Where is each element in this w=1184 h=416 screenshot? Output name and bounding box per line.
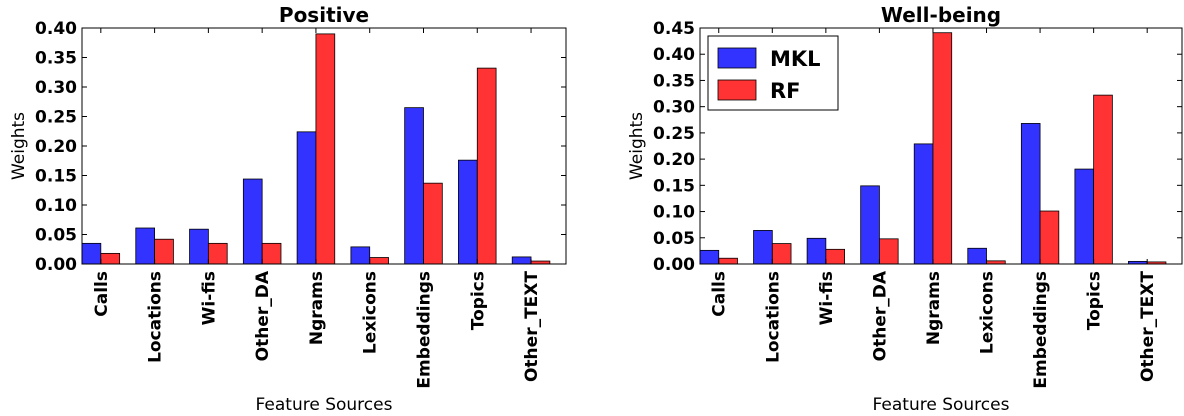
y-tick-label: 0.35 xyxy=(653,71,695,91)
y-tick-label: 0.00 xyxy=(35,255,77,275)
bar-mkl-topics xyxy=(1074,168,1095,265)
bar-mkl-wi-fis xyxy=(189,228,209,265)
x-tick-label: Topics xyxy=(468,271,488,330)
bar-rf-ngrams xyxy=(315,33,336,265)
x-axis-label: Feature Sources xyxy=(873,395,1010,415)
bar-mkl-lexicons xyxy=(967,247,987,265)
x-axis-label: Feature Sources xyxy=(256,395,393,415)
x-tick-label: Other_TEXT xyxy=(1138,271,1158,382)
bar-mkl-other-da xyxy=(242,178,263,265)
x-tick-label: Wi-fis xyxy=(199,271,219,325)
y-axis-label: Weights xyxy=(627,112,647,180)
y-axis-label: Weights xyxy=(9,112,29,180)
bar-mkl-locations xyxy=(135,227,155,265)
legend-label-mkl: MKL xyxy=(770,47,821,71)
y-tick-label: 0.00 xyxy=(653,255,695,275)
x-tick-label: Calls xyxy=(92,271,112,317)
chart-title: Positive xyxy=(279,3,369,27)
bar-rf-wi-fis xyxy=(207,242,228,265)
legend: MKL RF xyxy=(707,35,839,111)
legend-swatch-mkl xyxy=(717,47,757,69)
bar-mkl-ngrams xyxy=(296,131,317,265)
y-tick-label: 0.20 xyxy=(35,137,77,157)
x-tick-label: Ngrams xyxy=(307,271,327,345)
x-tick-label: Locations xyxy=(763,271,783,363)
y-tick-label: 0.40 xyxy=(35,19,77,39)
x-tick-label: Calls xyxy=(710,271,730,317)
y-tick-label: 0.25 xyxy=(653,124,695,144)
bar-mkl-wi-fis xyxy=(806,237,827,265)
bar-mkl-ngrams xyxy=(913,143,934,265)
bar-mkl-lexicons xyxy=(350,246,371,265)
x-tick-label: Other_DA xyxy=(870,270,890,361)
x-tick-label: Other_TEXT xyxy=(522,271,542,382)
chart-title: Well-being xyxy=(881,3,1001,27)
bar-rf-locations xyxy=(154,238,174,265)
y-tick-label: 0.25 xyxy=(35,108,77,128)
chart-panel-2: 0.00 0.05 0.10 0.15 0.20 0.25 0.30 0.35 0.40 0.45… xyxy=(627,3,1183,415)
y-tick-label: 0.20 xyxy=(653,150,695,170)
bar-rf-topics xyxy=(476,67,497,265)
bar-mkl-calls xyxy=(699,249,720,265)
y-tick-label: 0.35 xyxy=(35,49,77,69)
bar-mkl-other-text xyxy=(511,256,532,265)
x-tick-label: Embeddings xyxy=(1031,271,1051,389)
legend-swatch-rf xyxy=(717,79,757,101)
bar-rf-locations xyxy=(771,243,792,265)
x-tick-label: Wi-fis xyxy=(817,271,837,325)
y-tick-label: 0.10 xyxy=(653,203,695,223)
bar-rf-other-da xyxy=(879,238,899,265)
bar-rf-wi-fis xyxy=(825,248,845,265)
y-tick-label: 0.15 xyxy=(653,176,695,196)
y-tick-label: 0.10 xyxy=(35,196,77,216)
x-tick-label: Topics xyxy=(1085,271,1105,330)
y-tick-label: 0.45 xyxy=(653,19,695,39)
x-tick-label: Embeddings xyxy=(414,271,434,389)
x-tick-label: Lexicons xyxy=(361,271,381,354)
bar-mkl-calls xyxy=(81,242,102,265)
bar-mkl-embeddings xyxy=(404,107,424,265)
y-tick-label: 0.05 xyxy=(653,229,695,249)
y-tick-label: 0.30 xyxy=(35,78,77,98)
bar-rf-embeddings xyxy=(1039,210,1060,265)
bar-rf-other-da xyxy=(261,242,282,265)
chart-panel-1: 0.00 0.05 0.10 0.15 0.20 0.25 0.30 0.35 0.40 Call… xyxy=(9,3,567,415)
bar-rf-ngrams xyxy=(932,32,953,265)
bar-mkl-embeddings xyxy=(1020,123,1041,265)
bar-mkl-other-da xyxy=(860,185,880,265)
bar-rf-calls xyxy=(100,252,121,265)
y-tick-label: 0.15 xyxy=(35,167,77,187)
y-tick-label: 0.05 xyxy=(35,226,77,246)
y-tick-label: 0.30 xyxy=(653,98,695,118)
x-tick-label: Ngrams xyxy=(924,271,944,345)
x-tick-label: Lexicons xyxy=(978,271,998,354)
x-tick-label: Locations xyxy=(146,271,166,363)
y-tick-label: 0.40 xyxy=(653,45,695,65)
bar-rf-topics xyxy=(1093,94,1113,265)
bar-rf-lexicons xyxy=(369,257,389,265)
bar-rf-calls xyxy=(718,257,738,265)
bar-rf-embeddings xyxy=(423,182,443,265)
bar-mkl-locations xyxy=(753,230,773,265)
bar-mkl-topics xyxy=(458,159,478,265)
x-tick-label: Other_DA xyxy=(253,270,273,361)
plot-area-frame xyxy=(699,27,1183,265)
legend-label-rf: RF xyxy=(770,79,801,103)
